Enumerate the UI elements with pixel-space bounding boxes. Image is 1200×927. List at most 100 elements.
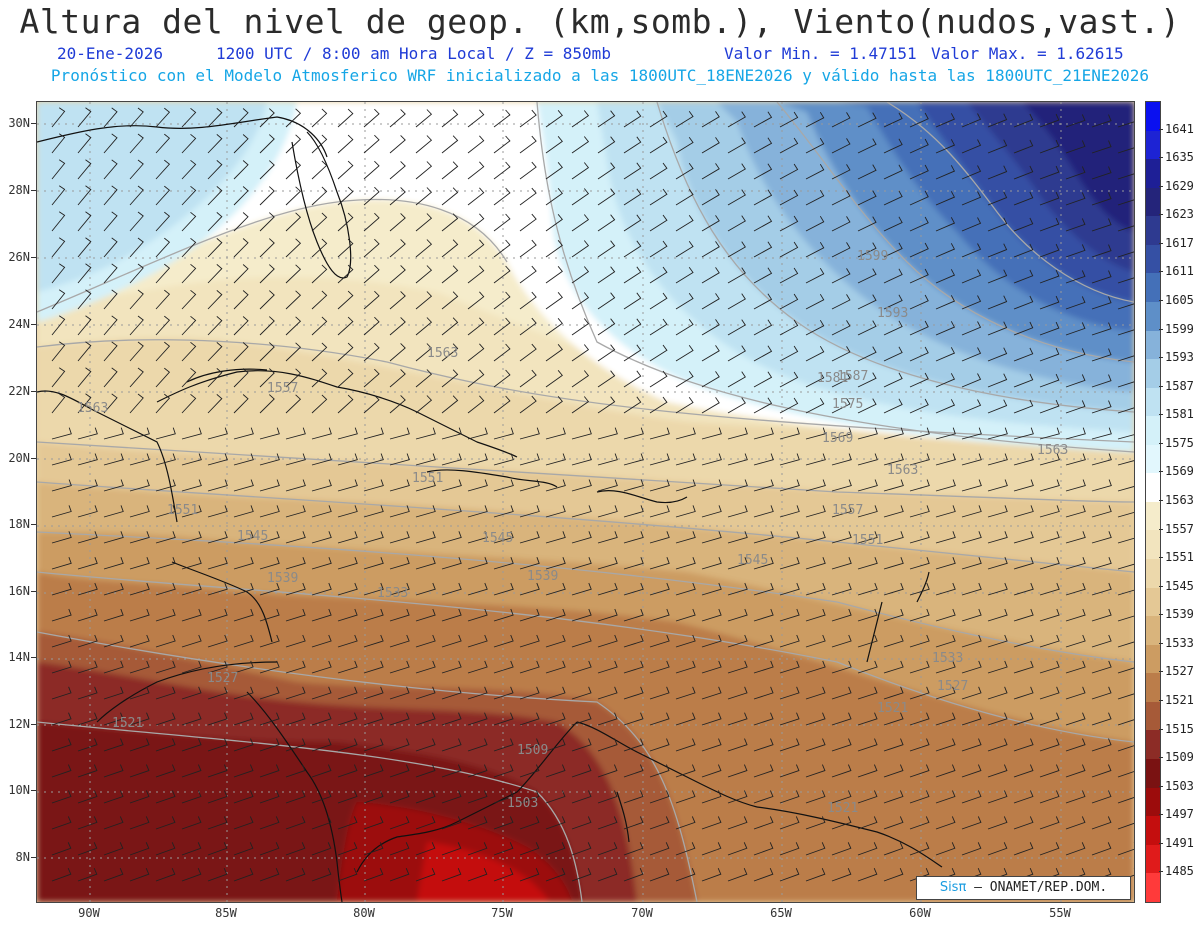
wind-barb [675,188,694,206]
wind-barb [519,395,537,414]
wind-barb [649,634,670,648]
wind-barb [857,531,878,544]
wind-barb [545,292,563,310]
wind-barb [623,110,642,128]
color-scale-label: 1497 [1159,807,1194,822]
wind-barb [779,453,800,466]
wind-barb [935,738,956,752]
wind-barb [727,634,748,648]
wind-barb [467,479,488,492]
wind-barb [987,608,1008,622]
wind-barb [233,634,254,648]
wind-barb [649,240,668,258]
wind-barb [909,427,930,440]
wind-barb [727,293,746,310]
wind-barb [571,505,592,518]
wind-barb [727,241,746,258]
wind-barb [233,160,249,180]
wind-barb [701,111,720,128]
wind-barb [155,315,171,336]
wind-barb [415,395,433,414]
wind-barb [493,239,511,258]
wind-barb [909,190,929,206]
wind-barb [1013,113,1034,128]
wind-barb [207,290,223,310]
wind-barb [51,237,66,258]
wind-barb [1013,139,1034,154]
wind-barb [1039,842,1060,856]
wind-barb [467,634,488,648]
wind-barb [103,393,118,414]
wind-barb [727,764,748,778]
wind-barb [155,557,176,570]
wind-barb [597,634,618,648]
wind-barb [51,479,72,492]
lon-label: 70W [631,906,653,920]
wind-barb [1013,191,1034,206]
wind-barb [597,764,618,778]
wind-barb [337,634,358,648]
wind-barb [1117,719,1134,726]
wind-barb [181,237,197,258]
wind-barb [649,582,670,596]
wind-barb [571,453,592,466]
wind-barb [155,211,171,232]
wind-barb [597,396,616,414]
wind-barb [779,267,799,284]
color-scale-label: 1491 [1159,835,1194,850]
color-scale-swatch [1146,758,1160,788]
wind-barb [987,842,1008,856]
wind-barb [831,216,851,232]
wind-barb [545,738,566,752]
wind-barb [649,318,668,336]
wind-barb [155,479,176,492]
wind-barb [233,608,254,622]
wind-barb [623,396,642,414]
wind-barb [675,266,694,284]
wind-barb [155,453,176,466]
wind-barb [571,868,592,882]
wind-barb [571,214,590,232]
wind-barb [1013,790,1034,804]
wind-barb [103,107,118,128]
wind-barb [51,842,72,856]
wind-barb [571,266,590,284]
wind-barb [129,738,150,752]
wind-barb [857,790,878,804]
color-scale-label: 1485 [1159,864,1194,879]
contour-value-labels: 1563 1563 1557 1551 1551 1545 1545 1539 1539 1533… [77,249,1068,816]
wind-barb [935,660,956,674]
wind-barb [311,816,332,830]
wind-barb [441,213,459,232]
wind-barb [129,557,150,570]
wind-barb [259,394,275,414]
contour-label: 1545 [737,553,768,568]
wind-barb [77,738,98,752]
max-value: Valor Max. = 1.62615 [931,44,1124,63]
wind-barb [519,608,540,622]
wind-barb [649,712,670,726]
wind-barb [467,557,488,570]
wind-barb [493,343,511,362]
wind-barb [519,505,540,518]
wind-barb [259,316,275,336]
wind-barb [493,109,511,128]
wind-barb [155,393,171,414]
wind-barb [389,213,406,232]
credit-text: – ONAMET/REP.DOM. [966,880,1108,895]
wind-barb [311,557,332,570]
wind-barb [207,186,223,206]
wind-barb [753,293,773,310]
wind-barb [701,582,722,596]
color-scale-swatch [1146,359,1160,388]
wind-barb [389,738,410,752]
wind-barb [1117,121,1134,128]
wind-barb [415,764,436,778]
wind-barb [155,790,176,804]
color-scale-swatch [1146,673,1160,702]
wind-barb [831,398,851,414]
wind-barb [779,816,800,830]
wind-barb [701,505,722,518]
wind-barb [181,211,197,232]
wind-barb [389,505,410,518]
